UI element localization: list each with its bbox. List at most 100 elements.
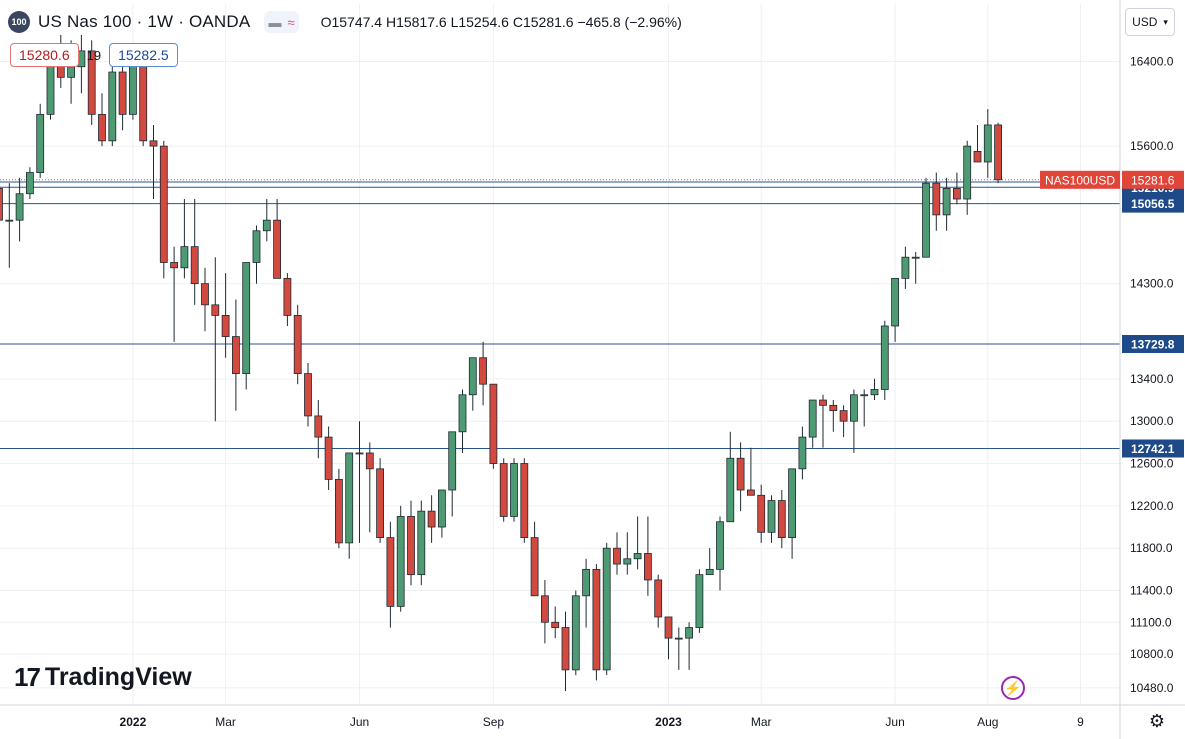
candle-body <box>891 277 899 327</box>
candle-body <box>489 383 498 464</box>
x-tick-label: 2023 <box>655 715 682 729</box>
y-tick-label: 12600.0 <box>1130 457 1174 471</box>
lightning-icon[interactable]: ⚡ <box>1001 676 1025 700</box>
candle-body <box>530 537 539 597</box>
horizontal-levels <box>0 179 1120 450</box>
candle-body <box>510 463 518 517</box>
candle-body <box>499 463 508 517</box>
x-tick-label: Sep <box>483 715 505 729</box>
level-price-box <box>1122 194 1184 213</box>
candle-body <box>674 637 683 640</box>
trade-panel: 15280.6 19 15282.5 <box>10 43 178 67</box>
x-tick-label: Mar <box>751 715 772 729</box>
candle-body <box>561 627 570 671</box>
candle-body <box>118 71 127 115</box>
candle-body <box>293 315 302 375</box>
candle-body <box>139 61 148 142</box>
candle-body <box>829 404 838 412</box>
candle-body <box>5 219 14 222</box>
candle-body <box>839 410 848 422</box>
candle-body <box>571 595 580 671</box>
candle-body <box>623 558 632 565</box>
candle-body <box>994 124 1002 181</box>
current-price-label: 15281.6 <box>1131 173 1175 187</box>
candle-body <box>695 574 704 628</box>
candle-body <box>747 489 755 496</box>
y-tick-label: 12200.0 <box>1130 499 1174 513</box>
candle-body <box>231 336 240 375</box>
candle-body <box>417 510 426 576</box>
candle-body <box>850 394 858 422</box>
candle-body <box>819 399 827 406</box>
level-price-label: 13729.8 <box>1131 337 1175 351</box>
x-tick-label: Jun <box>350 715 369 729</box>
spread-value: 19 <box>86 47 102 63</box>
y-tick-label: 14300.0 <box>1130 277 1174 291</box>
symbol-tag-box <box>1040 170 1120 189</box>
candle-body <box>170 262 179 269</box>
sell-button[interactable]: 15280.6 <box>10 43 79 67</box>
candle-body <box>190 246 199 285</box>
candle-body <box>334 479 343 544</box>
buy-button[interactable]: 15282.5 <box>109 43 178 67</box>
candle-body <box>911 256 920 259</box>
y-tick-label: 16400.0 <box>1130 54 1174 68</box>
candle-body <box>448 431 457 491</box>
candle-body <box>324 436 333 480</box>
candle-body <box>211 304 220 316</box>
candle-body <box>685 627 693 639</box>
candle-body <box>932 182 941 216</box>
level-price-box <box>1122 334 1184 353</box>
candle-body <box>983 124 992 163</box>
candle-body <box>777 500 786 539</box>
candle-body <box>437 489 446 528</box>
candle-body <box>108 71 117 142</box>
x-tick-label: 9 <box>1077 715 1084 729</box>
candle-body <box>551 621 560 628</box>
candle-body <box>468 357 477 396</box>
candle-body <box>541 595 549 623</box>
candle-body <box>726 457 735 523</box>
chevron-down-icon: ▾ <box>1163 16 1168 27</box>
candle-body <box>973 150 982 163</box>
candle-body <box>221 315 230 337</box>
candle-body <box>922 182 930 258</box>
candle-body <box>870 389 879 396</box>
currency-button[interactable]: USD ▾ <box>1125 8 1175 36</box>
candle-body <box>345 452 354 544</box>
candle-body <box>788 468 796 539</box>
candle-body <box>180 246 189 269</box>
eye-icon[interactable]: ▬ <box>268 14 282 30</box>
x-tick-label: Jun <box>885 715 904 729</box>
candle-body <box>942 188 951 216</box>
candle-body <box>273 219 282 279</box>
candle-body <box>767 500 776 533</box>
y-tick-label: 13400.0 <box>1130 372 1174 386</box>
ohlc-readout: O15747.4 H15817.6 L15254.6 C15281.6 −465… <box>320 14 682 30</box>
candle-body <box>67 66 75 78</box>
candle-body <box>36 113 45 173</box>
candle-body <box>159 145 168 263</box>
candle-body <box>128 58 137 115</box>
candle-body <box>283 277 292 316</box>
candle-body <box>654 579 663 618</box>
symbol-title[interactable]: US Nas 100 · 1W · OANDA <box>38 12 251 31</box>
gear-icon[interactable]: ⚙ <box>1148 711 1166 731</box>
candle-body <box>87 50 96 115</box>
indicator-toggle-group[interactable]: ▬ ≈ <box>264 11 299 33</box>
candle-body <box>963 145 972 200</box>
candle-body <box>901 256 910 279</box>
tradingview-mark-icon: 17 <box>14 662 41 692</box>
candle-body <box>98 113 106 142</box>
level-price-label: 15056.5 <box>1131 197 1175 211</box>
candle-body <box>582 568 590 597</box>
candle-body <box>242 262 251 375</box>
x-tick-label: Aug <box>977 715 998 729</box>
compare-icon[interactable]: ≈ <box>287 14 295 30</box>
candle-body <box>355 452 364 455</box>
symbol-tag-label: NAS100USD <box>1045 173 1115 187</box>
y-tick-label: 13000.0 <box>1130 414 1174 428</box>
candle-body <box>953 188 961 200</box>
current-price-box <box>1122 170 1184 189</box>
